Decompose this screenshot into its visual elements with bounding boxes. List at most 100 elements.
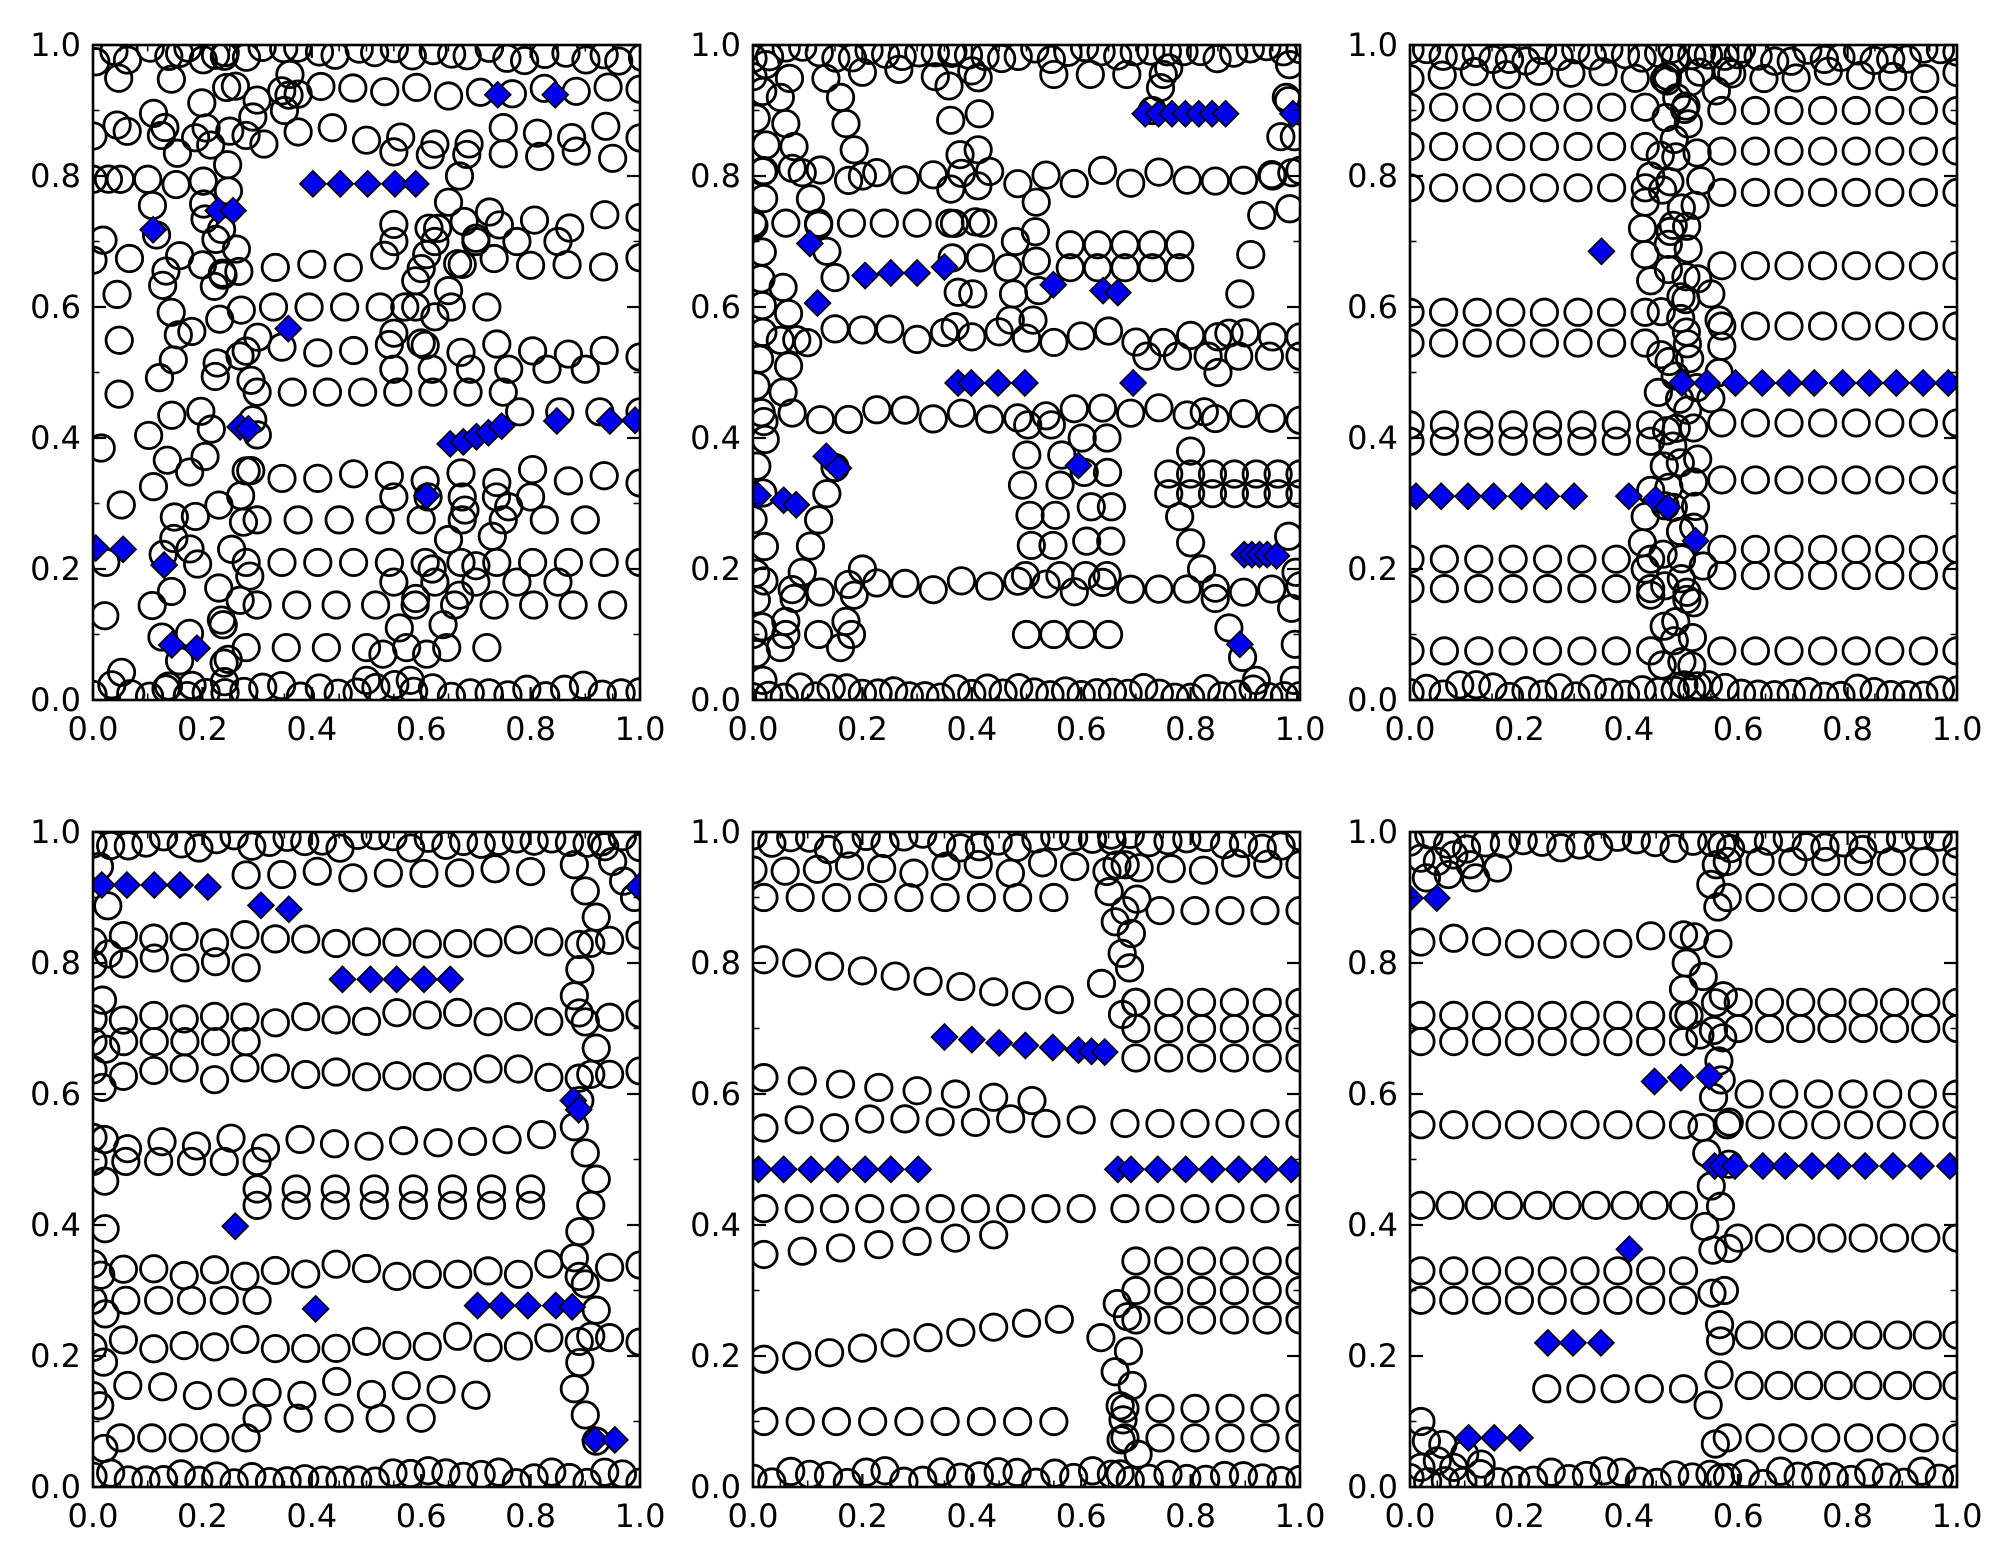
circle-marker [979, 1220, 1009, 1250]
circle-marker [1601, 574, 1631, 604]
circle-marker [1258, 322, 1288, 352]
circle-marker [347, 377, 378, 407]
circle-marker [1636, 426, 1666, 456]
circle-marker [473, 928, 503, 958]
circle-marker [1471, 1256, 1502, 1286]
circle-marker [1241, 459, 1271, 489]
circle-marker [423, 1128, 453, 1158]
circle-marker [918, 160, 948, 190]
circle-marker [519, 205, 550, 235]
circle-marker [187, 88, 217, 118]
circle-marker [1677, 1462, 1707, 1488]
circle-marker [1668, 974, 1699, 1004]
circle-marker [1705, 1191, 1736, 1221]
circle-marker [1675, 344, 1705, 374]
diamond-marker [1935, 1151, 1958, 1181]
circle-marker [549, 674, 580, 701]
diamond-marker [1251, 1155, 1280, 1184]
diamond-marker [1800, 368, 1829, 398]
circle-marker [1059, 394, 1089, 424]
circle-marker [1672, 577, 1702, 607]
circle-marker [752, 882, 779, 913]
circle-marker [1504, 929, 1535, 959]
circle-marker [1275, 194, 1301, 224]
circle-marker [461, 567, 491, 597]
circle-marker [1649, 611, 1679, 641]
circle-marker [752, 1406, 779, 1437]
circle-marker [864, 1072, 894, 1103]
diamond-marker [193, 872, 223, 902]
circle-marker [175, 534, 205, 564]
y-tick-label: 0.6 [1347, 1075, 1398, 1113]
circle-marker [1263, 459, 1293, 489]
circle-marker [1552, 1190, 1582, 1220]
circle-marker [553, 547, 583, 578]
circle-marker [1496, 173, 1526, 203]
circle-marker [1829, 831, 1859, 858]
x-tick-label: 1.0 [1932, 710, 1983, 748]
circle-marker [979, 1312, 1009, 1342]
circle-marker [1765, 1456, 1796, 1486]
circle-marker [1807, 251, 1838, 281]
circle-marker [1603, 1110, 1633, 1140]
circle-marker [482, 467, 512, 498]
circle-marker [1745, 846, 1775, 877]
circle-marker [254, 831, 285, 857]
circle-marker [1674, 1000, 1704, 1031]
circle-marker [941, 673, 971, 701]
x-tick-label: 0.6 [1713, 1497, 1764, 1535]
circle-marker [1471, 926, 1502, 957]
circle-marker [92, 1299, 120, 1329]
circle-marker [1908, 560, 1938, 591]
circle-marker [831, 606, 861, 637]
circle-marker [1039, 327, 1069, 358]
circle-marker [787, 557, 817, 587]
circle-marker [291, 1059, 321, 1090]
x-tick-label: 0.6 [396, 1497, 447, 1535]
circle-marker [1471, 1285, 1502, 1315]
circle-marker [283, 117, 313, 147]
circle-marker [519, 831, 549, 856]
circle-marker [417, 673, 448, 701]
circle-marker [92, 1347, 119, 1377]
circle-marker [1528, 679, 1558, 701]
circle-marker [1144, 157, 1174, 187]
circle-marker [509, 45, 540, 76]
circle-marker [338, 335, 369, 366]
circle-marker [863, 678, 893, 701]
circle-marker [321, 928, 351, 959]
circle-marker [771, 44, 801, 63]
circle-marker [1518, 1465, 1549, 1488]
circle-marker [1601, 544, 1631, 574]
circle-marker [148, 1465, 179, 1488]
circle-marker [247, 44, 277, 62]
circle-marker [890, 395, 920, 425]
circle-marker [1532, 426, 1563, 456]
circle-marker [213, 150, 243, 180]
circle-marker [406, 328, 436, 358]
circle-marker [1215, 1108, 1245, 1139]
circle-marker [277, 377, 307, 407]
circle-marker [1707, 465, 1737, 495]
x-tick-label: 0.6 [1056, 1497, 1107, 1535]
circle-marker [452, 139, 482, 170]
circle-marker [1740, 177, 1770, 207]
circle-marker [565, 954, 595, 985]
circle-marker [960, 207, 990, 237]
diamond-marker [620, 406, 641, 435]
circle-marker [176, 1146, 207, 1177]
diamond-marker [1225, 630, 1254, 659]
diamond-marker [1882, 368, 1911, 398]
circle-marker [1134, 1463, 1164, 1488]
circle-marker [181, 1131, 212, 1161]
circle-marker [418, 377, 448, 407]
circle-marker [209, 667, 240, 697]
y-tick-label: 1.0 [690, 813, 741, 851]
circle-marker [1123, 1439, 1153, 1469]
circle-marker [1843, 1423, 1874, 1453]
circle-marker [554, 831, 585, 857]
subplot-1: 0.0 0.2 0.4 0.6 0.8 1.00.00.20.40.60.81.0 [30, 26, 665, 748]
circle-marker [156, 64, 186, 94]
circle-marker [166, 1459, 196, 1488]
circle-marker [379, 44, 409, 64]
